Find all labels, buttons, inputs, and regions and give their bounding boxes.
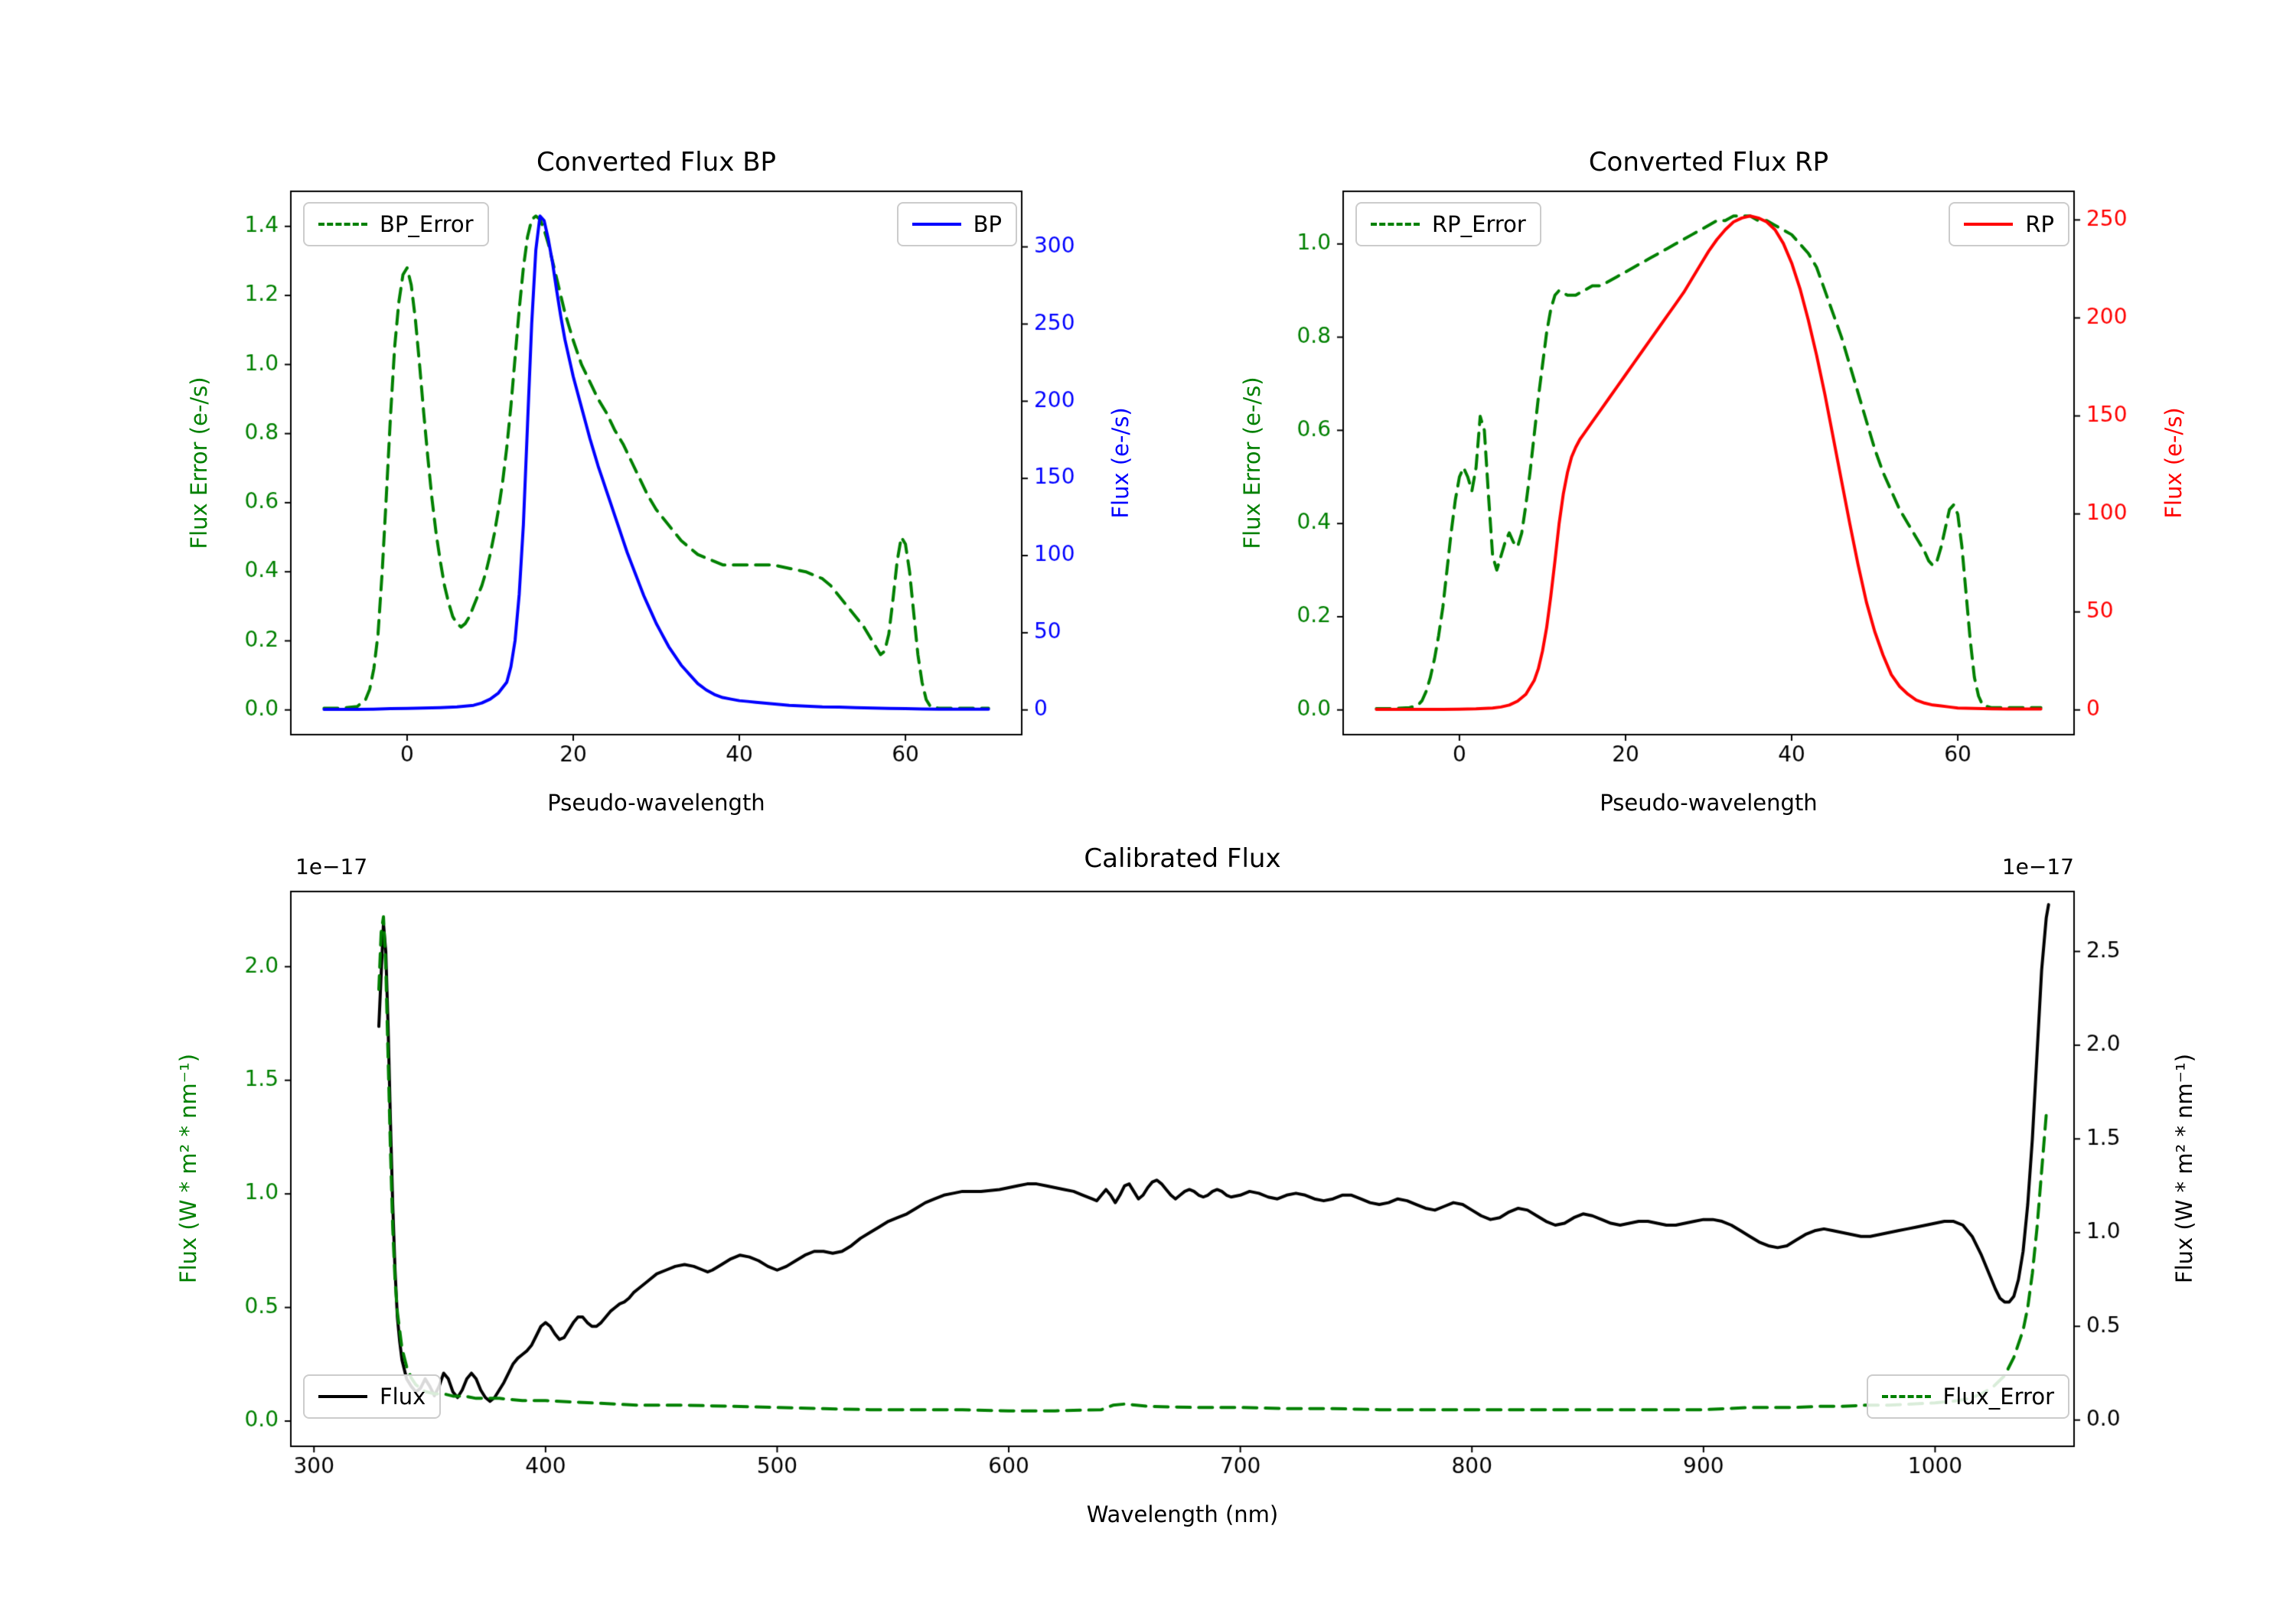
legend-label-flux-error: Flux_Error <box>1942 1384 2054 1410</box>
legend-label-rp: RP <box>2025 211 2054 237</box>
legend-bp-error: BP_Error <box>303 202 489 246</box>
rp-line-sample <box>1964 223 2014 226</box>
bp-left-axis-label: Flux Error (e-/s) <box>186 376 212 549</box>
rp-error-line-sample <box>1371 223 1420 226</box>
legend-rp-error: RP_Error <box>1355 202 1541 246</box>
legend-rp: RP <box>1949 202 2069 246</box>
legend-label-rp-error: RP_Error <box>1432 211 1526 237</box>
legend-bp: BP <box>896 202 1017 246</box>
calibrated-left-axis-label: Flux (W * m² * nm⁻¹) <box>175 1053 201 1284</box>
legend-label-flux: Flux <box>380 1384 426 1410</box>
left-axis-offset-text: 1e−17 <box>295 854 368 879</box>
bp-right-axis-label: Flux (e-/s) <box>1107 407 1133 519</box>
bp-line-sample <box>912 223 961 226</box>
legend-label-bp: BP <box>973 211 1002 237</box>
bp-title: Converted Flux BP <box>536 147 777 178</box>
flux-error-line-sample <box>1881 1395 1931 1398</box>
calibrated-title: Calibrated Flux <box>1084 843 1281 874</box>
rp-xaxis-label: Pseudo-wavelength <box>1600 790 1818 816</box>
flux-line-sample <box>318 1395 367 1398</box>
calibrated-right-axis-label: Flux (W * m² * nm⁻¹) <box>2171 1053 2197 1284</box>
calibrated-xaxis-label: Wavelength (nm) <box>1086 1501 1279 1527</box>
legend-flux: Flux <box>303 1374 442 1419</box>
legend-flux-error: Flux_Error <box>1866 1374 2069 1419</box>
rp-title: Converted Flux RP <box>1588 147 1829 178</box>
rp-right-axis-label: Flux (e-/s) <box>2161 407 2187 519</box>
legend-label-bp-error: BP_Error <box>380 211 474 237</box>
bp-xaxis-label: Pseudo-wavelength <box>547 790 765 816</box>
right-axis-offset-text: 1e−17 <box>2001 854 2074 879</box>
bp-error-line-sample <box>318 223 367 226</box>
rp-left-axis-label: Flux Error (e-/s) <box>1239 376 1265 549</box>
